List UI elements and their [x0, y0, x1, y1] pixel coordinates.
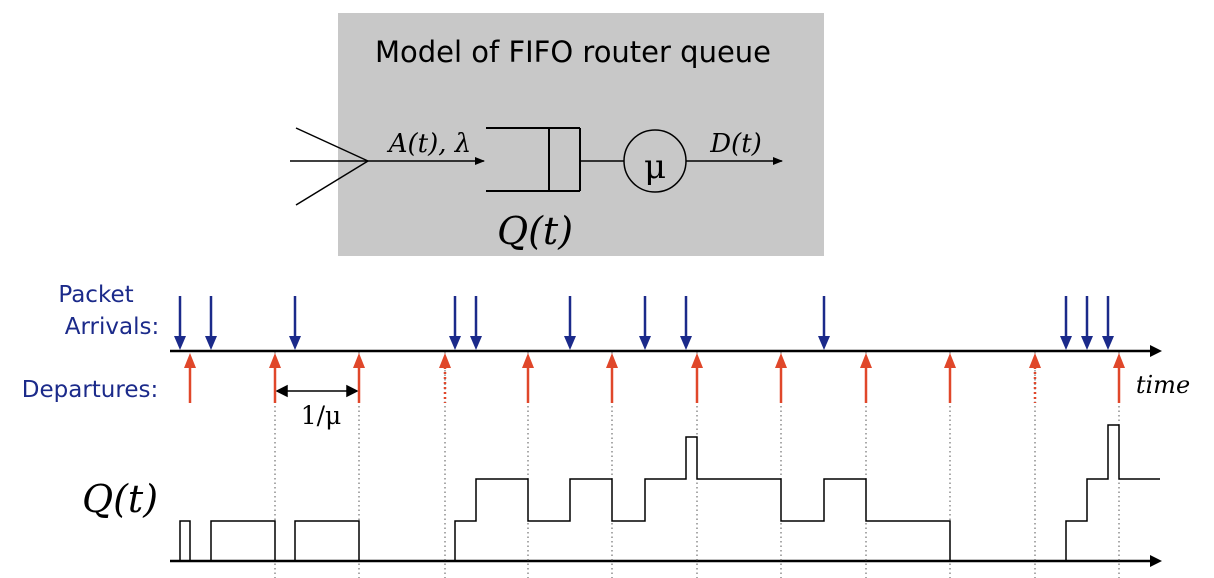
arrival-arrow-3 — [289, 296, 301, 350]
departure-arrow-1 — [184, 353, 196, 403]
departure-arrow-5 — [522, 353, 534, 403]
queue-occupancy-curve — [170, 424, 1160, 562]
packet-arrivals — [174, 296, 1114, 350]
queue-label: Q(t) — [497, 209, 573, 253]
arrival-arrow-12 — [1102, 296, 1114, 350]
arrivals-label-line1: Packet — [58, 282, 133, 308]
departure-arrow-4-idle — [439, 353, 451, 403]
queue-axis-arrowhead — [1150, 555, 1162, 567]
arrival-label: A(t), λ — [387, 129, 472, 159]
departure-arrow-6 — [606, 353, 618, 403]
server-label: μ — [644, 147, 666, 187]
arrival-arrow-11 — [1081, 296, 1093, 350]
arrival-arrow-9 — [818, 296, 830, 350]
departure-arrow-12 — [1113, 353, 1125, 403]
queue-buffer — [486, 127, 581, 192]
service-time-label: 1/μ — [301, 401, 342, 430]
arrival-arrow-2 — [205, 296, 217, 350]
departure-arrow-10 — [944, 353, 956, 403]
queue-model: Model of FIFO router queue A(t), λ μ D(t… — [290, 13, 824, 256]
departure-arrow-11-idle — [1029, 353, 1041, 403]
arrival-arrow-10 — [1060, 296, 1072, 350]
input-lines — [290, 127, 369, 206]
arrival-arrow-4 — [449, 296, 461, 350]
service-time-interval — [275, 384, 359, 398]
arrival-arrow-8 — [680, 296, 692, 350]
departure-arrow-2 — [269, 353, 281, 403]
arrival-arrow-7 — [639, 296, 651, 350]
departure-arrow-9 — [860, 353, 872, 403]
departure-label: D(t) — [709, 129, 762, 159]
model-title: Model of FIFO router queue — [375, 35, 771, 69]
departure-arrow-3 — [353, 353, 365, 403]
arrival-arrow-1 — [174, 296, 186, 350]
arrival-arrow-5 — [470, 296, 482, 350]
arrivals-label-line2: Arrivals: — [65, 314, 159, 340]
departures-label: Departures: — [22, 377, 158, 403]
arrival-arrow-6 — [564, 296, 576, 350]
time-axis-arrowhead — [1150, 345, 1162, 357]
time-label: time — [1136, 371, 1190, 399]
packet-departures — [184, 353, 1125, 403]
departure-arrow-7 — [691, 353, 703, 403]
queue-axis-label: Q(t) — [82, 477, 158, 521]
departure-arrow-8 — [775, 353, 787, 403]
